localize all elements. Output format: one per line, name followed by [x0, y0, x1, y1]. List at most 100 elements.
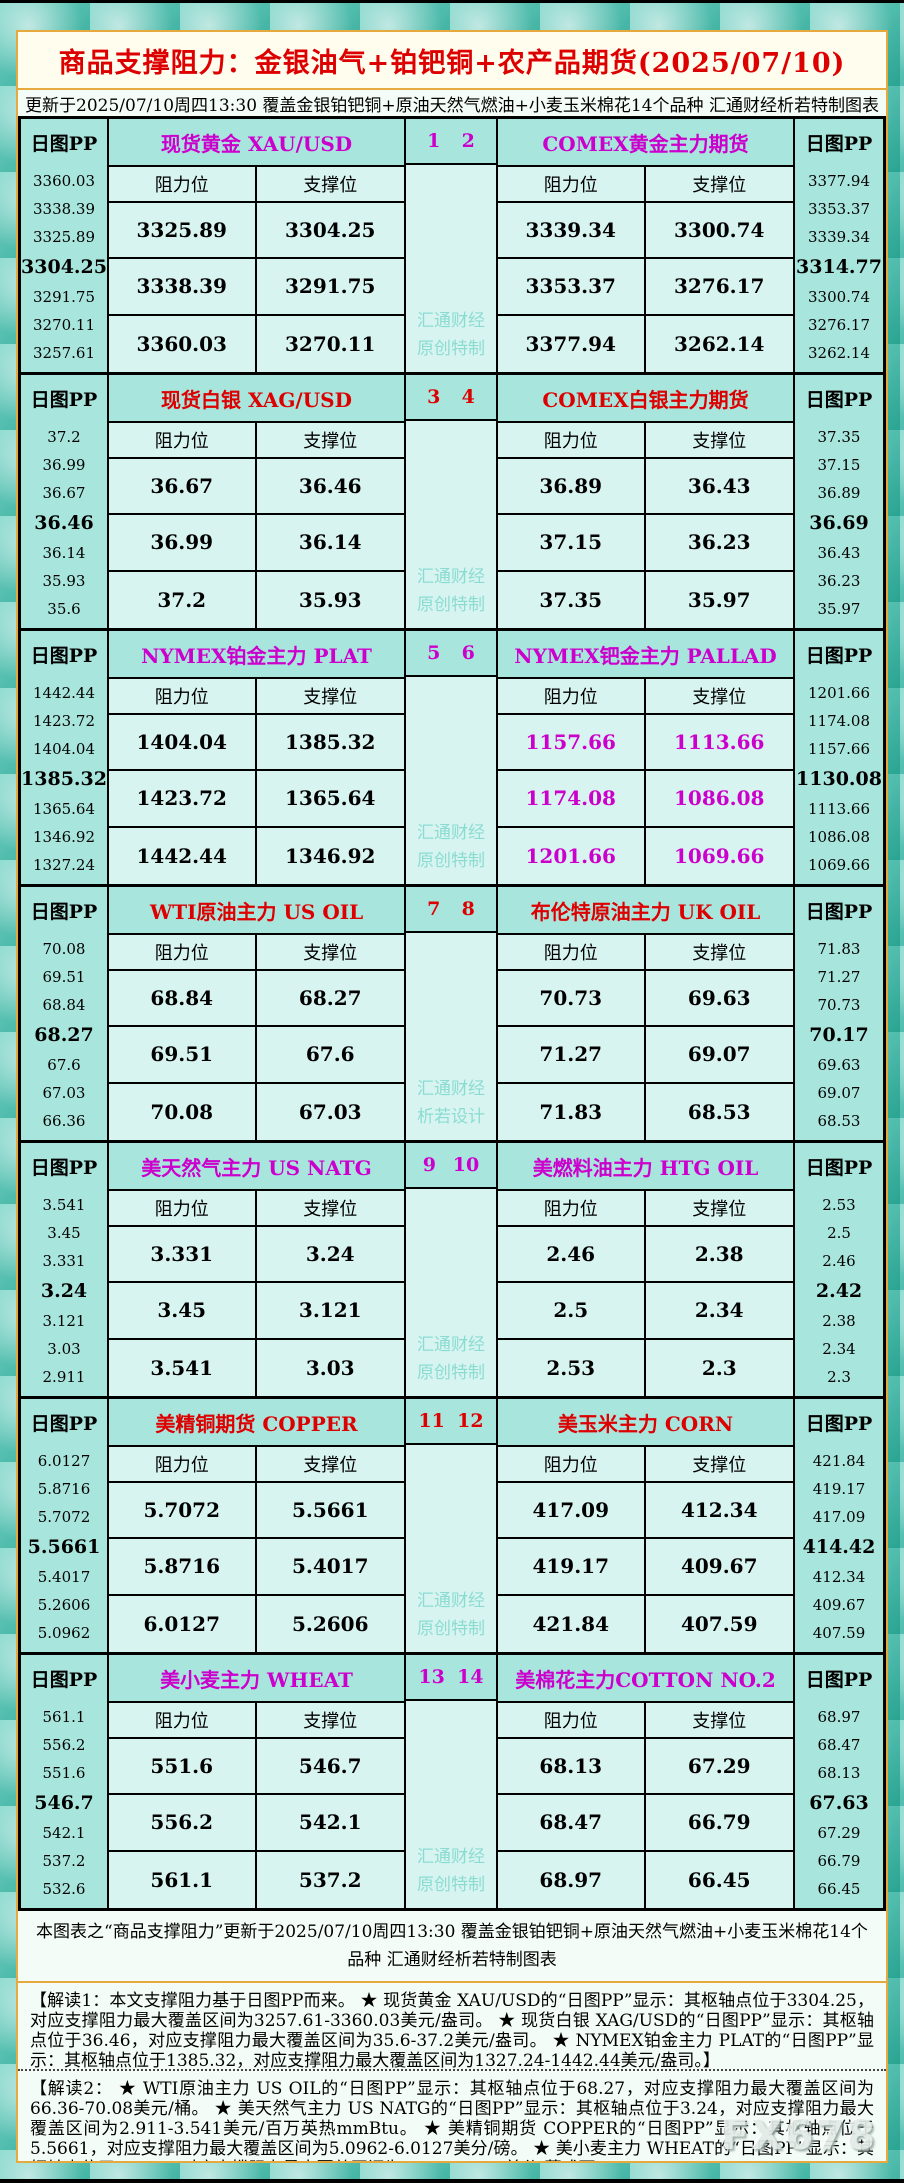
resistance-value: 1404.04 — [109, 715, 257, 772]
instrument-title: WTI原油主力 US OIL — [149, 899, 364, 924]
support-header: 支撑位 — [645, 1191, 793, 1227]
pp-value: 561.1 — [42, 1707, 86, 1726]
pp-value: 1365.64 — [32, 800, 96, 819]
pp-value: 537.2 — [42, 1852, 86, 1871]
pp-list: 2.53 2.5 2.46 2.42 2.38 2.34 2.3 — [795, 1189, 883, 1396]
instrument-title: 美玉米主力 CORN — [557, 1411, 734, 1436]
pp-header: 日图PP — [805, 1156, 873, 1179]
pp-value: 3270.11 — [32, 316, 96, 335]
resistance-header: 阻力位 — [109, 423, 257, 459]
support-value: 2.34 — [645, 1283, 793, 1340]
pp-pivot-value: 5.5661 — [27, 1535, 101, 1558]
pp-value: 70.73 — [817, 995, 861, 1014]
pp-pivot-value: 70.17 — [809, 1023, 869, 1046]
pair-number: 11 — [418, 1410, 445, 1432]
resistance-header: 阻力位 — [498, 679, 646, 715]
pair-column: 11 12 汇通财经 原创特制 — [406, 1399, 498, 1652]
instrument-table-left: 美小麦主力 WHEAT 阻力位 支撑位 551.6 546.7 556.2 542.1 561… — [109, 1655, 406, 1908]
sr-grid: 阻力位 支撑位 1157.66 1113.66 1174.08 1086.08 1201.6… — [498, 677, 793, 884]
instrument-title: 美棉花主力COTTON NO.2 — [515, 1667, 776, 1692]
pp-value: 1113.66 — [807, 800, 871, 819]
pp-value: 3.45 — [47, 1223, 81, 1242]
instrument-title: COMEX白银主力期货 — [542, 387, 749, 412]
support-value: 36.14 — [256, 515, 404, 572]
pp-header: 日图PP — [805, 1668, 873, 1691]
resistance-value: 3377.94 — [498, 315, 646, 372]
instrument-table-left: 现货白银 XAG/USD 阻力位 支撑位 36.67 36.46 36.99 36.14 37… — [109, 375, 406, 628]
sr-grid: 阻力位 支撑位 68.13 67.29 68.47 66.79 68.97 66.45 — [498, 1701, 793, 1908]
pp-value: 3.121 — [42, 1312, 86, 1331]
resistance-value: 1157.66 — [498, 715, 646, 772]
pp-list: 37.35 37.15 36.89 36.69 36.43 36.23 35.97 — [795, 421, 883, 628]
watermark-line: 汇通财经 — [417, 1591, 485, 1611]
support-value: 1113.66 — [645, 715, 793, 772]
resistance-value: 37.2 — [109, 571, 257, 628]
support-value: 69.63 — [645, 971, 793, 1028]
sr-grid: 阻力位 支撑位 417.09 412.34 419.17 409.67 421.84 407.… — [498, 1445, 793, 1652]
instrument-table-right: COMEX白银主力期货 阻力位 支撑位 36.89 36.43 37.15 36.23 37.… — [498, 375, 795, 628]
pp-pivot-value: 3314.77 — [796, 255, 882, 278]
pp-header: 日图PP — [30, 644, 98, 667]
resistance-value: 5.7072 — [109, 1483, 257, 1540]
instrument-block: 日图PP 6.0127 5.8716 5.7072 5.5661 5.4017 5.2606… — [21, 1399, 883, 1655]
pair-number: 2 — [461, 130, 475, 152]
pair-column: 9 10 汇通财经 原创特制 — [406, 1143, 498, 1396]
pp-value: 36.99 — [42, 455, 86, 474]
pp-value: 2.3 — [827, 1368, 851, 1387]
support-value: 67.29 — [645, 1739, 793, 1796]
support-value: 3300.74 — [645, 203, 793, 260]
instrument-table-right: 美燃料油主力 HTG OIL 阻力位 支撑位 2.46 2.38 2.5 2.34 2.53 2… — [498, 1143, 795, 1396]
support-header: 支撑位 — [645, 679, 793, 715]
pp-value: 37.2 — [47, 427, 81, 446]
pp-value: 1442.44 — [32, 683, 96, 702]
interpretation-1: 【解读1：本文支撑阻力基于日图PP而来。 ★ 现货黄金 XAU/USD的“日图P… — [18, 1983, 886, 2071]
pp-value: 3257.61 — [32, 344, 96, 363]
support-header: 支撑位 — [256, 423, 404, 459]
site-watermark: 汇通财经 析若设计 — [406, 933, 496, 1140]
pp-value: 69.07 — [817, 1084, 861, 1103]
pp-header: 日图PP — [805, 132, 873, 155]
support-value: 3262.14 — [674, 331, 765, 356]
resistance-value: 68.47 — [498, 1795, 646, 1852]
pp-value: 3377.94 — [807, 171, 871, 190]
pp-column-right: 日图PP 2.53 2.5 2.46 2.42 2.38 2.34 2.3 — [795, 1143, 883, 1396]
pp-value: 71.27 — [817, 967, 861, 986]
pp-pivot-value: 36.46 — [34, 511, 94, 534]
resistance-value: 3325.89 — [109, 203, 257, 260]
resistance-value: 3.45 — [109, 1283, 257, 1340]
support-value: 1365.64 — [256, 771, 404, 828]
pp-pivot-value: 1130.08 — [796, 767, 882, 790]
instrument-title: 美燃料油主力 HTG OIL — [532, 1155, 759, 1180]
site-watermark: 汇通财经 原创特制 — [406, 165, 496, 372]
site-watermark: 汇通财经 原创特制 — [406, 421, 496, 628]
support-value: 67.6 — [256, 1027, 404, 1084]
pp-value: 3.541 — [42, 1195, 86, 1214]
watermark-line: 原创特制 — [417, 1363, 485, 1383]
resistance-value: 3338.39 — [109, 259, 257, 316]
sr-grid: 阻力位 支撑位 70.73 69.63 71.27 69.07 71.83 68.53 — [498, 933, 793, 1140]
resistance-header: 阻力位 — [498, 1703, 646, 1739]
pp-value: 36.89 — [817, 483, 861, 502]
page-title: 商品支撑阻力：金银油气+铂钯铜+农产品期货(2025/07/10) — [18, 32, 886, 90]
pp-list: 1201.66 1174.08 1157.66 1130.08 1113.66 1086.… — [795, 677, 883, 884]
support-value: 3291.75 — [256, 259, 404, 316]
resistance-value: 68.97 — [498, 1851, 646, 1908]
brand-watermark: FX678 — [721, 2113, 878, 2159]
pp-list: 1442.44 1423.72 1404.04 1385.32 1365.64 1346.… — [21, 677, 107, 884]
sr-grid: 阻力位 支撑位 551.6 546.7 556.2 542.1 561.1 537.2 — [109, 1701, 404, 1908]
pp-pivot-value: 414.42 — [802, 1535, 876, 1558]
support-value: 412.34 — [645, 1483, 793, 1540]
support-header: 支撑位 — [645, 1703, 793, 1739]
resistance-value: 36.67 — [109, 459, 257, 516]
resistance-value: 3339.34 — [498, 203, 646, 260]
pp-value: 542.1 — [42, 1824, 86, 1843]
pair-number: 6 — [461, 642, 475, 664]
support-header: 支撑位 — [645, 935, 793, 971]
resistance-value: 417.09 — [498, 1483, 646, 1540]
instrument-block: 日图PP 3360.03 3338.39 3325.89 3304.25 3291.75 3… — [21, 119, 883, 375]
pair-number: 3 — [427, 386, 441, 408]
instrument-title: 现货白银 XAG/USD — [161, 387, 352, 412]
support-value: 2.3 — [701, 1355, 737, 1380]
pp-value: 409.67 — [812, 1596, 866, 1615]
